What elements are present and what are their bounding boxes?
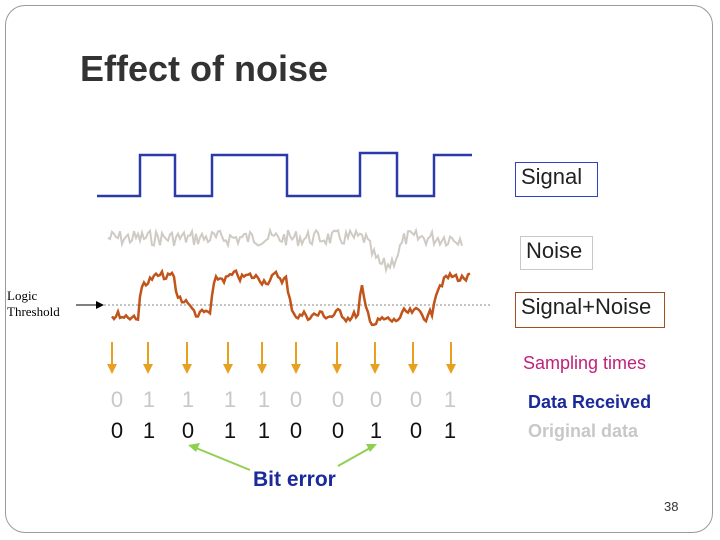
received-bit-6: 0 [289, 418, 303, 443]
logic-threshold-label: Logic Threshold [7, 288, 60, 320]
received-bit-3: 0 [181, 418, 195, 443]
sampling-arrows [107, 342, 456, 374]
received-bit-9: 0 [409, 418, 423, 443]
page-number: 38 [664, 499, 679, 514]
received-bit-1: 0 [110, 418, 124, 443]
sampling-arrowhead-6 [291, 364, 301, 374]
sampling-arrowhead-2 [143, 364, 153, 374]
bit-error-label: Bit error [253, 468, 336, 491]
original-bit-8: 0 [369, 387, 383, 412]
received-bit-8: 1 [369, 418, 383, 443]
received-bit-7: 0 [331, 418, 345, 443]
original-bit-9: 0 [409, 387, 423, 412]
received-bit-2: 1 [142, 418, 156, 443]
original-data-legend: Original data [528, 421, 639, 441]
signal-label: Signal [515, 162, 598, 197]
noise-waveform [107, 227, 463, 274]
logic-threshold-pointer-head [96, 301, 104, 309]
logic-threshold-label-line1: Logic [7, 288, 38, 303]
original-bit-1: 0 [110, 387, 124, 412]
original-bit-6: 0 [289, 387, 303, 412]
slide-frame [5, 5, 713, 533]
sampling-arrowhead-7 [332, 364, 342, 374]
sampling-times-label: Sampling times [523, 353, 647, 373]
original-bit-10: 1 [443, 387, 457, 412]
sampling-arrowhead-1 [107, 364, 117, 374]
slide-title: Effect of noise [80, 48, 329, 89]
signal-plus-noise-waveform [111, 268, 471, 327]
sampling-arrowhead-4 [223, 364, 233, 374]
bit-error-arrow-right [337, 447, 371, 467]
logic-threshold-label-line2: Threshold [7, 304, 60, 319]
bit-error-arrows [188, 443, 377, 471]
sampling-arrowhead-9 [408, 364, 418, 374]
received-bit-10: 1 [443, 418, 457, 443]
bit-error-arrowhead-left [188, 443, 200, 452]
sampling-arrowhead-8 [370, 364, 380, 374]
received-bit-5: 1 [257, 418, 271, 443]
original-bit-7: 0 [331, 387, 345, 412]
sampling-arrowhead-5 [257, 364, 267, 374]
original-bit-5: 1 [257, 387, 271, 412]
signal-plus-noise-label: Signal+Noise [515, 292, 665, 328]
original-bit-3: 1 [181, 387, 195, 412]
bit-error-arrowhead-right [366, 444, 377, 452]
original-bit-2: 1 [142, 387, 156, 412]
bit-error-arrow-left [195, 447, 251, 471]
received-bit-4: 1 [223, 418, 237, 443]
sampling-arrowhead-3 [182, 364, 192, 374]
original-bit-4: 1 [223, 387, 237, 412]
signal-waveform [97, 151, 472, 198]
sampling-arrowhead-10 [446, 364, 456, 374]
data-received-legend: Data Received [528, 392, 652, 412]
noise-label: Noise [520, 236, 593, 270]
